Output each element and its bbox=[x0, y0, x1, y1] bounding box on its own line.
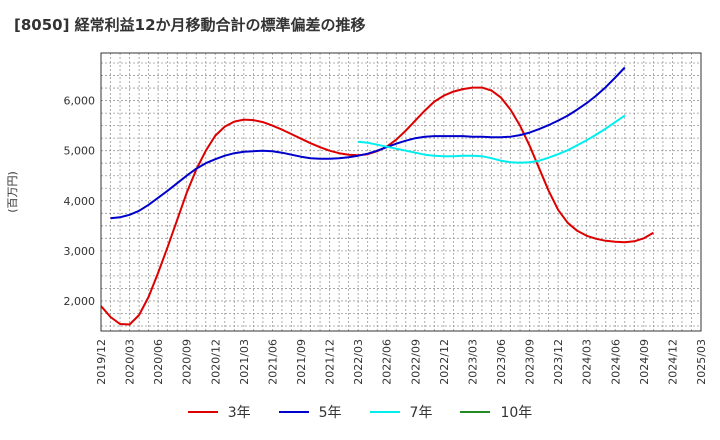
x-tick-label: 2022/12 bbox=[438, 339, 451, 385]
y-tick-label: 2,000 bbox=[64, 295, 96, 308]
y-tick-label: 6,000 bbox=[64, 95, 96, 108]
x-tick-label: 2024/09 bbox=[638, 339, 651, 385]
legend-label: 3年 bbox=[227, 405, 251, 421]
legend-label: 5年 bbox=[318, 405, 342, 421]
legend-swatch bbox=[369, 411, 400, 413]
y-axis-ticks: 2,000 3,000 4,000 5,000 6,000 bbox=[64, 95, 96, 308]
grid bbox=[101, 53, 701, 331]
legend-item: 5年 bbox=[278, 402, 342, 422]
series-layer bbox=[100, 66, 654, 326]
x-tick-label: 2024/06 bbox=[609, 339, 622, 385]
x-tick-label: 2023/12 bbox=[552, 339, 565, 385]
chart-title: [8050] 経常利益12か月移動合計の標準偏差の推移 bbox=[14, 16, 366, 34]
x-tick-label: 2021/03 bbox=[238, 339, 251, 385]
x-tick-label: 2021/06 bbox=[266, 339, 279, 385]
y-axis-label: (百万円) bbox=[6, 171, 19, 213]
x-tick-label: 2022/09 bbox=[409, 339, 422, 385]
x-tick-label: 2021/12 bbox=[324, 339, 337, 385]
x-tick-label: 2019/12 bbox=[95, 339, 108, 385]
x-tick-label: 2020/12 bbox=[209, 339, 222, 385]
legend-item: 7年 bbox=[369, 402, 433, 422]
legend-item: 3年 bbox=[187, 402, 251, 422]
x-tick-label: 2020/09 bbox=[181, 339, 194, 385]
x-tick-label: 2022/03 bbox=[352, 339, 365, 385]
y-tick-label: 4,000 bbox=[64, 195, 96, 208]
x-tick-label: 2023/03 bbox=[466, 339, 479, 385]
plot-background bbox=[101, 53, 701, 331]
x-axis-ticks: 2019/12 2020/03 2020/06 2020/09 2020/12 2021/… bbox=[95, 339, 708, 385]
plot-frame bbox=[100, 52, 702, 332]
legend-swatch bbox=[460, 411, 491, 413]
legend-item: 10年 bbox=[460, 402, 532, 422]
legend: 3年 5年 7年 10年 bbox=[0, 402, 720, 422]
x-tick-label: 2025/03 bbox=[695, 339, 708, 385]
x-tick-label: 2021/09 bbox=[295, 339, 308, 385]
legend-swatch bbox=[187, 411, 218, 413]
legend-label: 10年 bbox=[500, 405, 533, 421]
x-tick-label: 2023/09 bbox=[524, 339, 537, 385]
x-tick-label: 2024/12 bbox=[666, 339, 679, 385]
series-line-5年 bbox=[110, 66, 626, 220]
series-line-7年 bbox=[357, 114, 626, 164]
x-tick-label: 2023/06 bbox=[495, 339, 508, 385]
y-tick-label: 3,000 bbox=[64, 245, 96, 258]
legend-label: 7年 bbox=[409, 405, 433, 421]
y-tick-label: 5,000 bbox=[64, 145, 96, 158]
x-tick-label: 2024/03 bbox=[581, 339, 594, 385]
x-tick-label: 2022/06 bbox=[381, 339, 394, 385]
legend-swatch bbox=[278, 411, 309, 413]
x-tick-label: 2020/03 bbox=[124, 339, 137, 385]
x-tick-label: 2020/06 bbox=[152, 339, 165, 385]
